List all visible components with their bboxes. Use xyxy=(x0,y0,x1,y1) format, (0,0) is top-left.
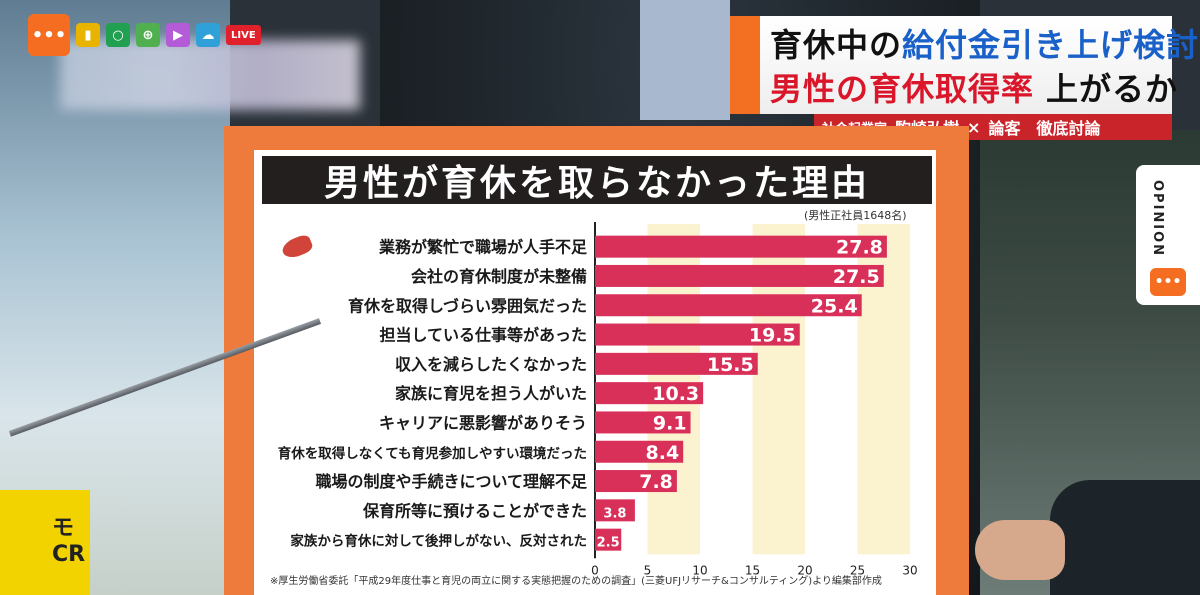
category-label: 収入を減らしたくなかった xyxy=(395,355,587,374)
bar xyxy=(595,411,691,434)
headline-line-1-part-1: 育休中の xyxy=(770,26,903,64)
presenter-hand xyxy=(975,520,1065,580)
headline-accent xyxy=(730,16,760,114)
data-label: 9.1 xyxy=(653,412,687,434)
data-label: 8.4 xyxy=(646,442,680,464)
bookmark-icon[interactable]: ▮ xyxy=(76,23,100,47)
guest-topic: 論客 徹底討論 xyxy=(988,119,1101,138)
opinion-label: OPINION xyxy=(1150,180,1165,258)
bar xyxy=(595,499,635,522)
bar xyxy=(595,528,622,551)
category-label: 担当している仕事等があった xyxy=(379,326,587,345)
bar xyxy=(595,323,800,346)
source-note: ※厚生労働省委託「平成29年度仕事と育児の両立に関する実態把握のための調査」(三… xyxy=(270,576,882,587)
chat-icon[interactable]: ••• xyxy=(28,14,70,56)
comment-icon[interactable]: ••• xyxy=(1150,268,1186,296)
bar-chart: 業務が繁忙で職場が人手不足 27.8 会社の育休制度が未整備 27.5 育休を取得しづら… xyxy=(278,222,918,577)
chart-title: 男性が育休を取らなかった理由 xyxy=(323,163,870,204)
live-badge: LIVE xyxy=(226,25,261,45)
guest-separator: × xyxy=(967,117,981,137)
category-label: 業務が繁忙で職場が人手不足 xyxy=(378,238,588,257)
category-label: 家族に育児を担う人がいた xyxy=(395,384,587,403)
category-label: 育休を取得しなくても育児参加しやすい環境だった xyxy=(278,445,587,462)
headline-line-2: 男性の育休取得率 上がるか xyxy=(770,64,1178,110)
headline-line-1: 育休中の給付金引き上げ検討 xyxy=(770,20,1199,66)
bar xyxy=(595,352,758,375)
bar xyxy=(595,294,862,317)
headline-line-2-part-2: 上がるか xyxy=(1046,70,1179,108)
data-label: 25.4 xyxy=(811,295,858,317)
headline-line-1-part-2: 給付金引き上げ検討 xyxy=(902,26,1200,64)
bar xyxy=(595,440,684,463)
bar xyxy=(595,382,704,405)
blurred-banner xyxy=(60,40,360,110)
category-label: キャリアに悪影響がありそう xyxy=(379,413,587,432)
data-label: 2.5 xyxy=(597,536,620,551)
globe-icon[interactable]: ⊕ xyxy=(136,23,160,47)
chart-title-bar: 男性が育休を取らなかった理由 xyxy=(262,156,932,204)
category-label: 家族から育休に対して後押しがない、反対された xyxy=(290,533,587,550)
presenter-arm xyxy=(1050,480,1200,595)
play-icon[interactable]: ▶ xyxy=(166,23,190,47)
presenter-shirt xyxy=(640,0,730,120)
mug-lettering: モ CR xyxy=(52,516,86,567)
category-label: 保育所等に預けることができた xyxy=(362,501,587,520)
data-label: 19.5 xyxy=(749,325,796,347)
x-tick-label: 15 xyxy=(745,563,760,577)
x-tick-label: 10 xyxy=(692,563,707,577)
data-label: 15.5 xyxy=(707,354,754,376)
data-label: 7.8 xyxy=(639,471,673,493)
cloud-icon[interactable]: ☁ xyxy=(196,23,220,47)
x-tick-label: 5 xyxy=(644,563,652,577)
x-tick-label: 0 xyxy=(591,563,599,577)
x-tick-label: 30 xyxy=(902,563,917,577)
search-icon[interactable]: ○ xyxy=(106,23,130,47)
bar xyxy=(595,264,884,287)
bar xyxy=(595,235,887,258)
bar xyxy=(595,470,677,493)
category-label: 職場の制度や手続きについて理解不足 xyxy=(315,472,588,491)
headline-line-2-part-1: 男性の育休取得率 xyxy=(770,70,1035,108)
sample-size-note: (男性正社員1648名) xyxy=(804,209,907,222)
x-tick-label: 20 xyxy=(797,563,812,577)
data-label: 27.5 xyxy=(833,266,880,288)
data-label: 3.8 xyxy=(603,506,626,521)
data-label: 10.3 xyxy=(652,383,699,405)
data-label: 27.8 xyxy=(836,237,883,259)
x-tick-label: 25 xyxy=(850,563,865,577)
category-label: 会社の育休制度が未整備 xyxy=(411,267,587,286)
mug xyxy=(0,490,90,595)
headline-box xyxy=(730,16,1172,114)
category-label: 育休を取得しづらい雰囲気だった xyxy=(348,296,587,315)
top-toolbar: ••• ▮ ○ ⊕ ▶ ☁ LIVE xyxy=(28,14,261,56)
